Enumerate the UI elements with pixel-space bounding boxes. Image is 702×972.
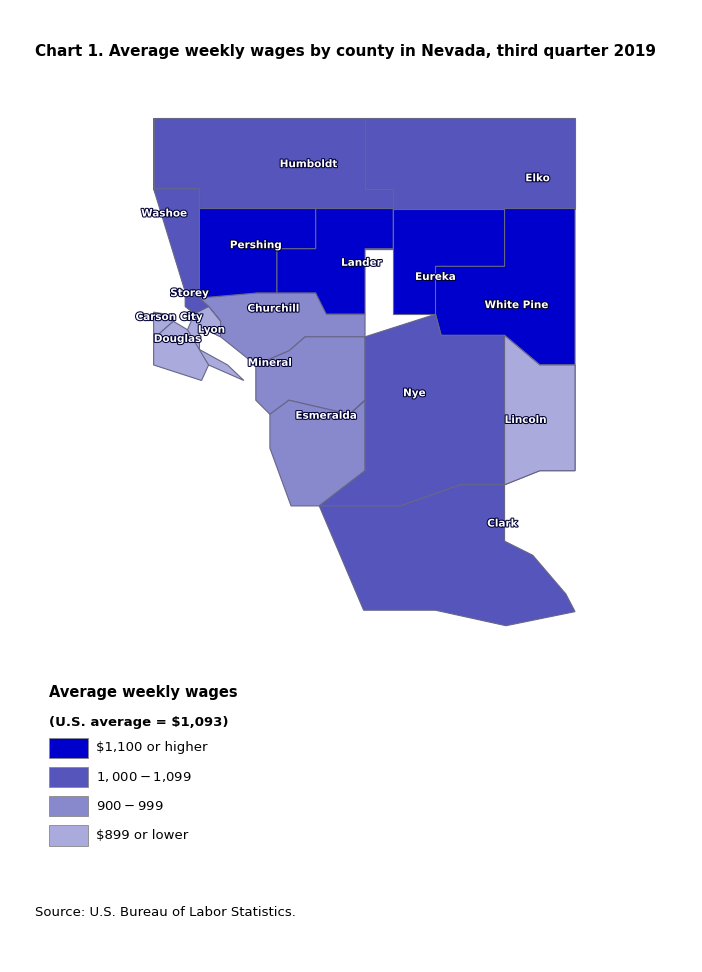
Polygon shape — [154, 322, 208, 380]
Text: Humboldt: Humboldt — [279, 159, 338, 169]
Text: Elko: Elko — [525, 173, 550, 184]
Text: Carson City: Carson City — [135, 312, 203, 322]
Polygon shape — [270, 400, 365, 505]
Polygon shape — [277, 209, 393, 314]
Polygon shape — [256, 336, 365, 414]
Text: Esmeralda: Esmeralda — [296, 411, 357, 421]
Polygon shape — [154, 119, 393, 249]
Text: Lyon: Lyon — [198, 325, 225, 334]
Polygon shape — [319, 314, 575, 505]
Text: Lander: Lander — [341, 258, 382, 268]
Polygon shape — [365, 119, 575, 209]
Polygon shape — [154, 119, 208, 314]
Polygon shape — [365, 209, 505, 314]
Polygon shape — [435, 209, 575, 364]
Polygon shape — [154, 119, 208, 314]
Text: White Pine: White Pine — [484, 300, 548, 310]
Text: Nye: Nye — [403, 388, 425, 399]
Text: Pershing: Pershing — [230, 240, 282, 250]
Text: Mineral: Mineral — [248, 358, 292, 367]
Polygon shape — [187, 306, 244, 380]
Text: $900 - $999: $900 - $999 — [96, 800, 164, 813]
Text: Washoe: Washoe — [141, 208, 187, 219]
Text: $1,100 or higher: $1,100 or higher — [96, 742, 208, 754]
Polygon shape — [199, 209, 316, 314]
Text: Chart 1. Average weekly wages by county in Nevada, third quarter 2019: Chart 1. Average weekly wages by county … — [35, 44, 656, 58]
Polygon shape — [199, 294, 365, 364]
Text: Douglas: Douglas — [154, 334, 201, 344]
Polygon shape — [185, 293, 220, 322]
Polygon shape — [154, 312, 173, 338]
Text: $899 or lower: $899 or lower — [96, 829, 188, 842]
Text: Clark: Clark — [487, 518, 517, 529]
Text: Lincoln: Lincoln — [505, 415, 547, 425]
Text: Source: U.S. Bureau of Labor Statistics.: Source: U.S. Bureau of Labor Statistics. — [35, 906, 296, 919]
Polygon shape — [319, 485, 575, 626]
Text: $1,000 - $1,099: $1,000 - $1,099 — [96, 770, 192, 784]
Text: Storey: Storey — [170, 288, 209, 298]
Polygon shape — [505, 335, 575, 485]
Text: (U.S. average = $1,093): (U.S. average = $1,093) — [49, 716, 229, 729]
Text: Eureka: Eureka — [415, 272, 456, 282]
Text: Churchill: Churchill — [247, 303, 300, 314]
Text: Average weekly wages: Average weekly wages — [49, 685, 238, 700]
